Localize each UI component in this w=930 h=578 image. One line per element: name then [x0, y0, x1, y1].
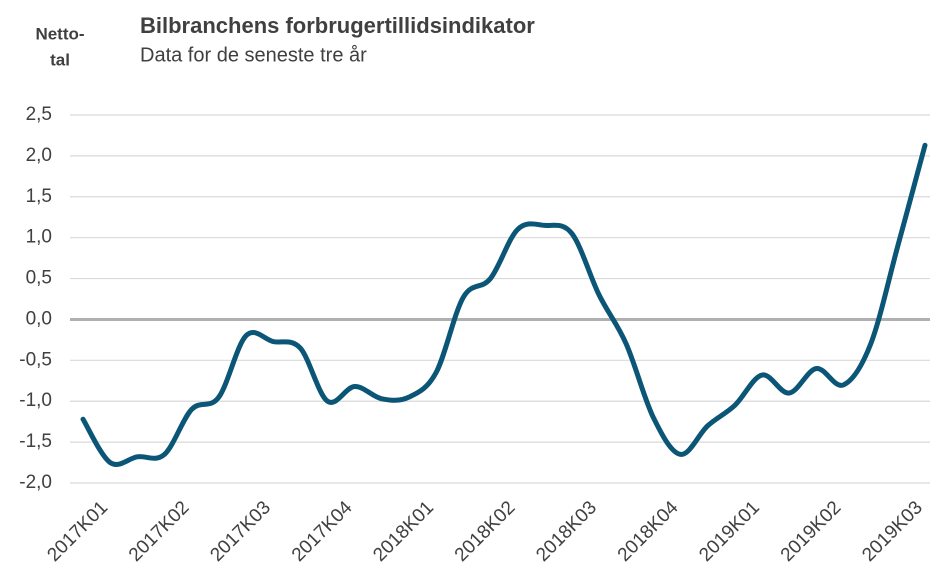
y-tick-label: 0,0 [26, 308, 52, 329]
y-tick-label: -1,5 [19, 431, 52, 452]
y-tick-label: 2,5 [26, 104, 52, 125]
y-axis-label: tal [50, 50, 70, 69]
x-tick-label: 2018K01 [369, 497, 438, 566]
x-tick-label: 2017K02 [125, 497, 194, 566]
y-tick-label: -1,0 [19, 390, 52, 411]
x-tick-label: 2017K01 [43, 497, 112, 566]
y-tick-label: -0,5 [19, 349, 52, 370]
y-tick-label: 1,5 [26, 186, 52, 207]
x-tick-label: 2018K03 [532, 497, 601, 566]
x-tick-label: 2018K02 [451, 497, 520, 566]
y-tick-label: -2,0 [19, 472, 52, 493]
x-tick-label: 2019K03 [858, 497, 927, 566]
x-tick-label: 2019K01 [695, 497, 764, 566]
x-tick-label: 2017K03 [206, 497, 275, 566]
y-tick-label: 0,5 [26, 268, 52, 289]
y-axis-label: Netto- [35, 24, 84, 43]
chart-title: Bilbranchens forbrugertillidsindikator [140, 13, 535, 38]
y-tick-label: 1,0 [26, 227, 52, 248]
x-tick-label: 2018K04 [614, 497, 683, 566]
chart-subtitle: Data for de seneste tre år [140, 44, 367, 66]
x-tick-label: 2019K02 [777, 497, 846, 566]
y-tick-label: 2,0 [26, 145, 52, 166]
x-tick-label: 2017K04 [288, 497, 357, 566]
line [80, 142, 928, 467]
